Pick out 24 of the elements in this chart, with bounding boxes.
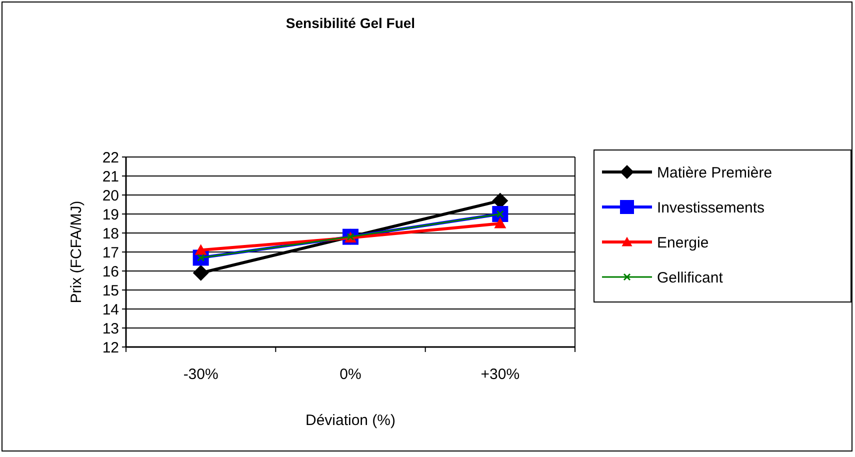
legend-label: Energie xyxy=(657,234,709,252)
y-tick-label: 19 xyxy=(102,206,119,224)
point xyxy=(192,264,209,281)
x-tick-label: 0% xyxy=(340,366,362,383)
y-tick-label: 13 xyxy=(102,320,119,338)
y-tick-label: 12 xyxy=(102,339,119,356)
y-tick-label: 14 xyxy=(102,301,119,318)
y-tick-label: 17 xyxy=(102,244,119,262)
legend-label: Gellificant xyxy=(657,269,724,286)
point xyxy=(194,244,207,255)
y-tick-label: 22 xyxy=(102,149,119,166)
x-axis-title: Déviation (%) xyxy=(305,412,396,429)
y-axis-title: Prix (FCFA/MJ) xyxy=(68,200,85,304)
x-tick-label: -30% xyxy=(183,366,218,383)
x-tick-label: +30% xyxy=(480,366,520,383)
chart-title: Sensibilité Gel Fuel xyxy=(286,15,416,31)
y-tick-label: 16 xyxy=(102,263,119,280)
y-tick-label: 20 xyxy=(102,187,119,204)
y-tick-label: 21 xyxy=(102,168,119,186)
y-tick-label: 15 xyxy=(102,282,119,300)
legend-label: Investissements xyxy=(657,199,765,216)
y-tick-label: 18 xyxy=(102,225,119,242)
legend-label: Matière Première xyxy=(657,164,772,182)
point xyxy=(494,218,506,228)
